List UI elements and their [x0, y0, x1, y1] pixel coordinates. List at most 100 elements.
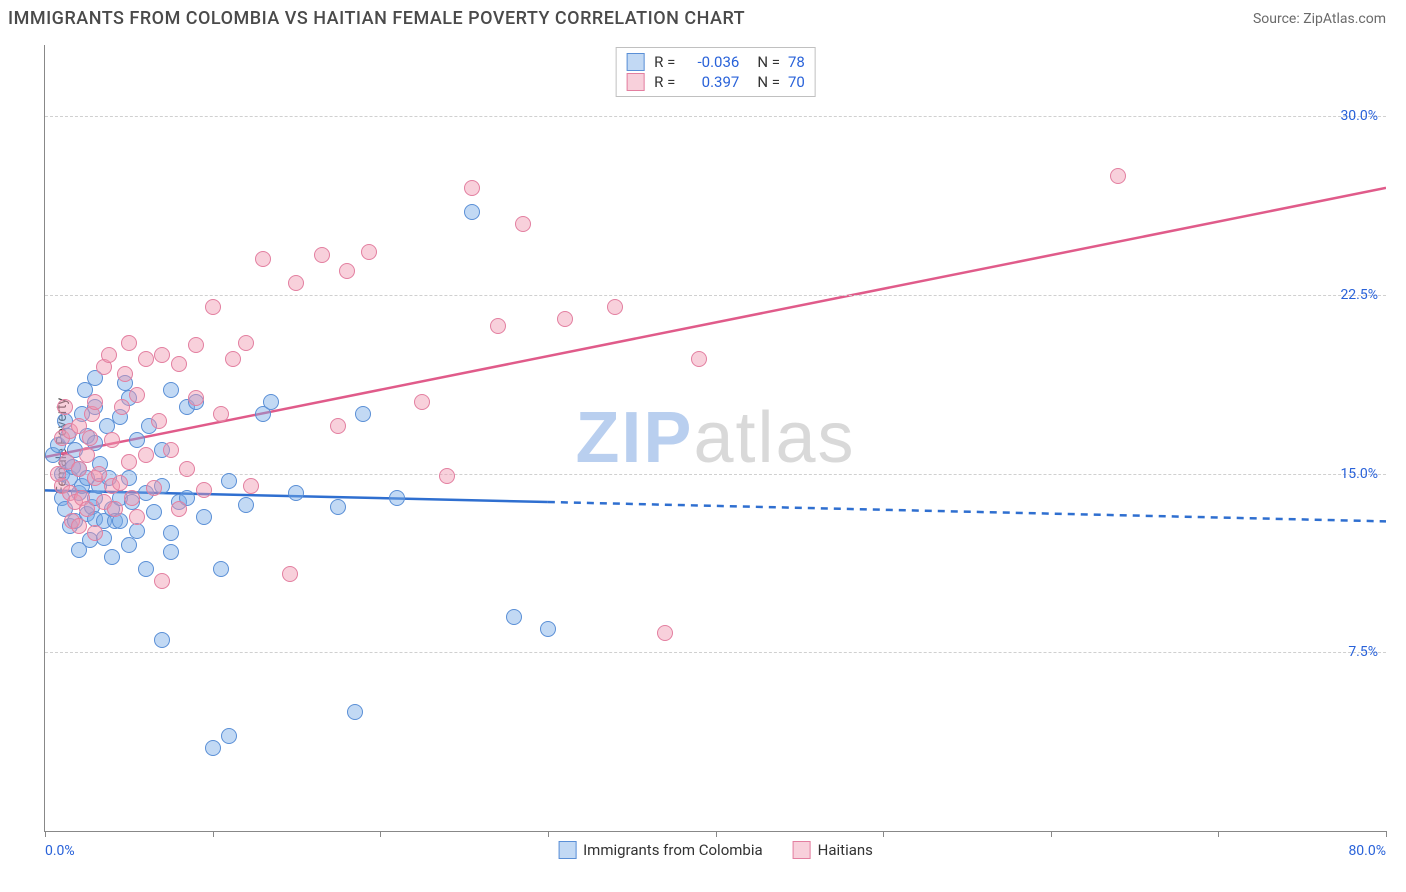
data-point — [138, 561, 154, 577]
data-point — [205, 740, 221, 756]
data-point — [104, 549, 120, 565]
data-point — [221, 728, 237, 744]
x-tick — [45, 831, 46, 837]
data-point — [163, 525, 179, 541]
data-point — [196, 482, 212, 498]
data-point — [188, 390, 204, 406]
data-point — [163, 544, 179, 560]
data-point — [213, 406, 229, 422]
data-point — [163, 382, 179, 398]
data-point — [121, 454, 137, 470]
data-point — [221, 473, 237, 489]
data-point — [138, 351, 154, 367]
data-point — [361, 244, 377, 260]
x-tick — [1386, 831, 1387, 837]
data-point — [1110, 168, 1126, 184]
data-point — [57, 399, 73, 415]
gridline — [45, 295, 1386, 296]
data-point — [355, 406, 371, 422]
data-point — [557, 311, 573, 327]
watermark: ZIPatlas — [575, 397, 855, 479]
data-point — [330, 499, 346, 515]
data-point — [314, 247, 330, 263]
data-point — [515, 216, 531, 232]
legend-swatch — [558, 841, 576, 859]
series-legend: Immigrants from Colombia Haitians — [558, 841, 873, 859]
chart-header: IMMIGRANTS FROM COLOMBIA VS HAITIAN FEMA… — [0, 0, 1406, 39]
data-point — [238, 335, 254, 351]
legend-swatch — [626, 73, 644, 91]
data-point — [79, 447, 95, 463]
y-tick-label: 15.0% — [1340, 466, 1378, 482]
data-point — [439, 468, 455, 484]
data-point — [138, 447, 154, 463]
data-point — [154, 573, 170, 589]
y-tick-label: 30.0% — [1340, 108, 1378, 124]
data-point — [107, 501, 123, 517]
data-point — [263, 394, 279, 410]
trend-lines — [45, 45, 1386, 831]
data-point — [205, 299, 221, 315]
legend-swatch — [793, 841, 811, 859]
data-point — [540, 621, 556, 637]
data-point — [464, 204, 480, 220]
data-point — [154, 347, 170, 363]
chart-title: IMMIGRANTS FROM COLOMBIA VS HAITIAN FEMA… — [8, 8, 745, 29]
data-point — [129, 387, 145, 403]
data-point — [414, 394, 430, 410]
data-point — [82, 430, 98, 446]
legend-item: Immigrants from Colombia — [558, 841, 763, 859]
data-point — [91, 466, 107, 482]
data-point — [225, 351, 241, 367]
data-point — [163, 442, 179, 458]
data-point — [243, 478, 259, 494]
x-tick — [548, 831, 549, 837]
source-label: Source: ZipAtlas.com — [1253, 11, 1386, 27]
data-point — [71, 461, 87, 477]
data-point — [124, 490, 140, 506]
gridline — [45, 474, 1386, 475]
data-point — [87, 525, 103, 541]
data-point — [282, 566, 298, 582]
x-tick-label: 80.0% — [1348, 843, 1386, 859]
data-point — [607, 299, 623, 315]
x-tick-label: 0.0% — [45, 843, 75, 859]
scatter-chart: ZIPatlas R =-0.036N =78R =0.397N =70 Imm… — [44, 45, 1386, 832]
y-tick-label: 22.5% — [1340, 287, 1378, 303]
data-point — [151, 413, 167, 429]
data-point — [121, 537, 137, 553]
data-point — [288, 485, 304, 501]
data-point — [196, 509, 212, 525]
legend-row: R =-0.036N =78 — [626, 52, 805, 72]
correlation-legend: R =-0.036N =78R =0.397N =70 — [615, 47, 816, 97]
data-point — [114, 399, 130, 415]
data-point — [79, 501, 95, 517]
data-point — [117, 366, 133, 382]
data-point — [129, 509, 145, 525]
data-point — [104, 432, 120, 448]
x-tick — [1051, 831, 1052, 837]
data-point — [112, 475, 128, 491]
data-point — [87, 394, 103, 410]
data-point — [490, 318, 506, 334]
data-point — [154, 632, 170, 648]
data-point — [506, 609, 522, 625]
data-point — [238, 497, 254, 513]
data-point — [188, 337, 204, 353]
x-tick — [213, 831, 214, 837]
gridline — [45, 116, 1386, 117]
legend-item: Haitians — [793, 841, 873, 859]
data-point — [347, 704, 363, 720]
y-tick-label: 7.5% — [1348, 644, 1378, 660]
data-point — [339, 263, 355, 279]
data-point — [330, 418, 346, 434]
data-point — [171, 356, 187, 372]
data-point — [129, 523, 145, 539]
data-point — [171, 501, 187, 517]
data-point — [464, 180, 480, 196]
data-point — [146, 504, 162, 520]
data-point — [255, 251, 271, 267]
legend-swatch — [626, 53, 644, 71]
data-point — [146, 480, 162, 496]
legend-row: R =0.397N =70 — [626, 72, 805, 92]
